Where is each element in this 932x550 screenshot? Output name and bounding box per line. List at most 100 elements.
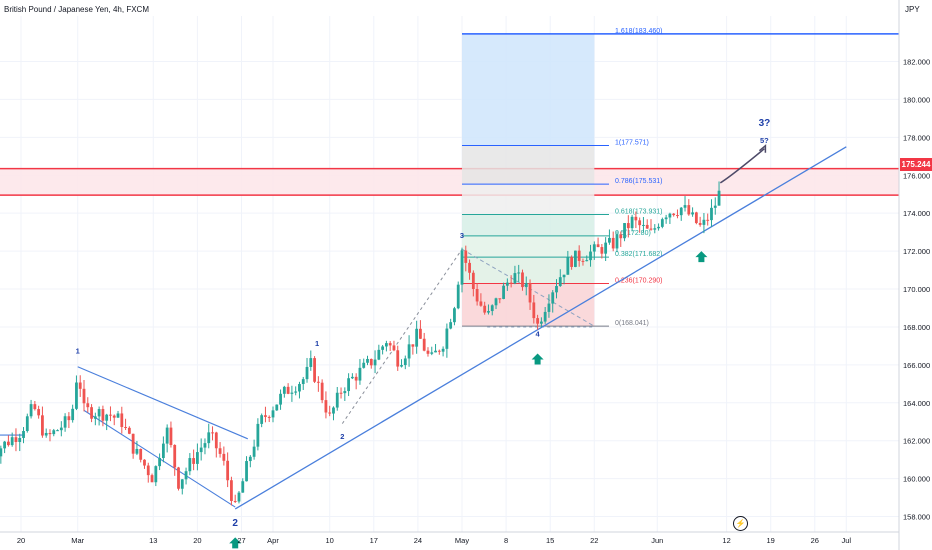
candle-body — [93, 416, 97, 419]
x-tick-label: 22 — [590, 536, 598, 545]
candle-body — [521, 272, 524, 288]
candle-body — [25, 416, 29, 432]
candle-body — [555, 286, 558, 293]
candle-body — [615, 234, 619, 249]
wave-label: 4 — [536, 329, 541, 338]
fib-zone — [462, 235, 595, 258]
candle-body — [698, 223, 702, 225]
candle-body — [366, 358, 369, 363]
candle-body — [400, 365, 403, 367]
candle-body — [143, 459, 146, 466]
y-tick-label: 180.000 — [903, 95, 930, 104]
fib-level-label: 1.618(183.460) — [615, 28, 662, 35]
candle-body — [350, 376, 354, 379]
y-tick-label: 174.000 — [903, 209, 930, 218]
candle-body — [271, 410, 275, 418]
candle-body — [165, 427, 169, 444]
candle-body — [672, 213, 676, 216]
candle-body — [490, 305, 494, 312]
fib-zone — [462, 283, 595, 327]
candle-body — [44, 432, 48, 436]
candle-body — [173, 444, 177, 468]
wedge-upper-line — [77, 366, 249, 440]
lightning-icon[interactable]: ⚡ — [733, 516, 748, 531]
candle-body — [679, 207, 683, 216]
candle-body — [116, 413, 120, 418]
candle-body — [513, 273, 517, 284]
candle-body — [592, 244, 596, 252]
wave-label: 3? — [759, 118, 771, 129]
candle-body — [154, 466, 158, 483]
candle-body — [256, 423, 260, 447]
candle-body — [248, 456, 252, 462]
fib-level-label: 1(177.571) — [615, 139, 649, 146]
candle-body — [67, 416, 71, 421]
candle-body — [10, 437, 14, 446]
fib-trend-dashed — [461, 248, 595, 327]
candle-body — [260, 415, 264, 424]
candle-body — [214, 432, 218, 449]
candle-body — [668, 213, 672, 218]
candle-body — [524, 283, 528, 288]
candle-body — [691, 212, 694, 215]
candle-body — [479, 301, 483, 306]
candle-body — [290, 392, 294, 394]
x-tick-label: 26 — [811, 536, 819, 545]
wave-label: 1 — [76, 346, 80, 355]
candle-body — [343, 391, 347, 394]
candle-body — [245, 461, 248, 482]
candle-body — [339, 392, 343, 394]
candle-body — [354, 376, 358, 381]
candle-body — [226, 460, 230, 481]
candle-body — [385, 343, 388, 347]
candle-body — [41, 415, 44, 436]
candle-body — [120, 413, 124, 427]
y-tick-label: 176.000 — [903, 171, 930, 180]
fib-level-label: 0.5(172.80) — [615, 230, 651, 237]
candle-body — [328, 412, 332, 414]
candle-body — [539, 321, 543, 324]
candle-body — [7, 441, 10, 446]
candle-body — [282, 386, 286, 394]
candle-body — [37, 409, 41, 416]
candle-body — [434, 350, 437, 353]
x-tick-label: 20 — [193, 536, 201, 545]
candle-body — [645, 224, 649, 229]
y-tick-label: 172.000 — [903, 247, 930, 256]
candle-body — [487, 311, 490, 313]
candle-body — [52, 430, 56, 435]
x-tick-label: Mar — [71, 536, 84, 545]
fib-level-label: 0.618(173.931) — [615, 208, 662, 215]
candle-body — [71, 408, 75, 421]
x-tick-label: 13 — [149, 536, 157, 545]
candle-body — [199, 447, 203, 453]
candle-body — [109, 414, 112, 416]
candle-body — [475, 288, 479, 302]
candle-body — [203, 443, 207, 448]
x-tick-label: Apr — [267, 536, 279, 545]
wave-connector-dashed — [341, 248, 463, 424]
last-price-tag: 175.244 — [900, 158, 932, 171]
grid-lines — [0, 16, 899, 532]
candle-body — [657, 226, 660, 229]
candle-body — [18, 437, 22, 442]
candle-body — [717, 190, 721, 206]
candle-body — [706, 219, 710, 221]
candle-body — [33, 404, 37, 410]
projection-arrowhead — [758, 144, 767, 153]
candle-body — [456, 284, 460, 309]
fibonacci-levels: 0(168.041) 0.236(170.290) 0.382(171.682) 0.… — [462, 28, 899, 327]
candle-body — [407, 344, 411, 359]
candle-body — [309, 358, 313, 367]
trend-line — [234, 146, 847, 510]
wave-label: 3 — [460, 231, 464, 240]
candle-body — [211, 432, 214, 434]
candle-body — [604, 242, 608, 254]
candle-body — [373, 359, 377, 366]
fib-zone — [462, 184, 595, 215]
candle-body — [298, 384, 301, 392]
x-tick-label: 19 — [767, 536, 775, 545]
fib-zone — [462, 145, 595, 185]
candle-body — [471, 272, 475, 289]
